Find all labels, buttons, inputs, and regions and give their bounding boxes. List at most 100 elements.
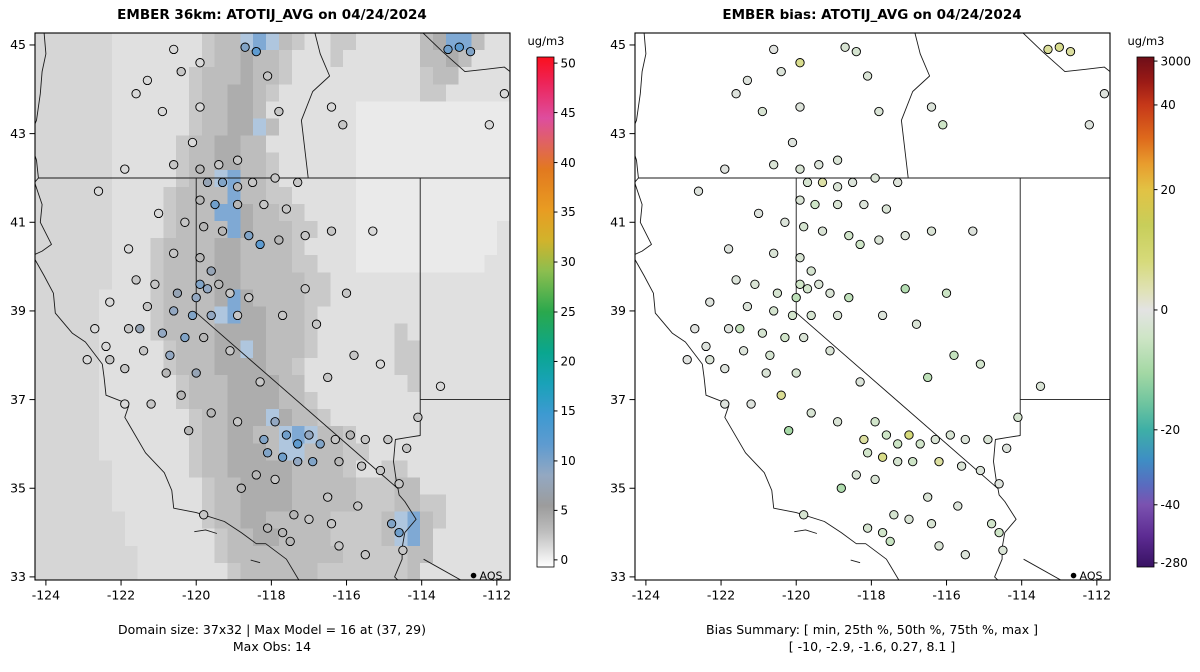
raster-cell [73, 391, 87, 410]
raster-cell [278, 562, 293, 580]
raster-cell [227, 118, 241, 136]
raster-cell [266, 272, 280, 290]
raster-cell [471, 255, 485, 273]
observation-point [776, 66, 786, 77]
raster-cell [99, 152, 113, 171]
x-tick-label: -112 [1083, 588, 1111, 603]
raster-cell [381, 152, 395, 171]
observation-point [757, 106, 768, 117]
observation-point [202, 177, 213, 188]
raster-cell [394, 306, 408, 324]
raster-cell [47, 67, 62, 85]
raster-cell [343, 306, 357, 324]
observation-point [232, 182, 243, 192]
observation-point [191, 292, 201, 303]
raster-cell [124, 152, 139, 171]
raster-cell [407, 545, 421, 564]
raster-cell [291, 357, 305, 376]
raster-cell [471, 374, 485, 393]
raster-cell [35, 84, 49, 102]
raster-cell [407, 50, 421, 68]
raster-cell [407, 374, 421, 393]
raster-cell [163, 460, 177, 478]
observation-point [832, 182, 843, 192]
raster-cell [484, 391, 498, 410]
observation-point [199, 332, 209, 343]
raster-cell [99, 135, 113, 153]
raster-cell [60, 238, 74, 256]
raster-cell [73, 494, 87, 512]
raster-cell [445, 186, 459, 205]
raster-cell [291, 152, 305, 171]
raster-cell [35, 135, 49, 153]
raster-cell [497, 391, 510, 410]
raster-cell [368, 306, 382, 324]
raster-cell [253, 511, 267, 530]
raster-cell [86, 152, 100, 171]
raster-cell [253, 67, 267, 85]
raster-cell [381, 374, 395, 393]
raster-cell [35, 221, 49, 239]
raster-cell [330, 409, 344, 427]
raster-cell [227, 494, 241, 512]
raster-cell [407, 357, 421, 376]
raster-cell [458, 357, 472, 376]
raster-cell [394, 101, 408, 119]
raster-cell [381, 357, 395, 376]
raster-cell [266, 255, 280, 273]
raster-cell [137, 118, 151, 136]
raster-cell [189, 221, 203, 239]
observation-point [994, 527, 1004, 538]
raster-cell [407, 255, 421, 273]
observation-point [270, 417, 280, 427]
observation-point [787, 137, 798, 148]
observation-point [326, 226, 337, 236]
raster-cell [343, 152, 357, 171]
raster-cell [266, 33, 280, 51]
raster-cell [343, 511, 357, 530]
raster-cell [291, 289, 305, 307]
raster-cell [471, 135, 485, 153]
raster-cell [497, 118, 510, 136]
observation-point [817, 177, 828, 188]
raster-cell [189, 391, 203, 410]
observation-point [983, 434, 993, 445]
raster-cell [484, 426, 498, 444]
raster-cell [60, 323, 74, 342]
raster-cell [381, 84, 395, 102]
plot-border [634, 32, 1111, 581]
outline-island2 [250, 559, 261, 564]
raster-cell [317, 84, 331, 102]
observation-point [499, 89, 510, 99]
raster-cell [381, 101, 395, 119]
observation-point [945, 430, 955, 440]
raster-cell [330, 67, 344, 85]
raster-cell [163, 374, 177, 393]
raster-cell [420, 340, 434, 359]
raster-cell [317, 528, 331, 547]
observation-point [345, 430, 355, 440]
observation-point [146, 399, 156, 409]
raster-cell [201, 391, 216, 410]
raster-cell [484, 323, 498, 342]
raster-cell [47, 169, 62, 188]
observation-point [165, 350, 175, 360]
raster-cell [407, 460, 421, 478]
observation-point [1065, 46, 1076, 57]
raster-cell [420, 118, 434, 136]
raster-cell [137, 511, 151, 530]
observation-point [326, 519, 337, 529]
raster-cell [73, 152, 87, 171]
raster-cell [124, 135, 139, 153]
raster-cell [214, 84, 228, 102]
raster-cell [278, 272, 293, 290]
raster-cell [35, 477, 49, 495]
raster-cell [407, 84, 421, 102]
raster-cell [163, 562, 177, 580]
raster-cell [47, 152, 62, 171]
raster-cell [278, 67, 293, 85]
raster-cell [330, 238, 344, 256]
observation-point [217, 226, 228, 236]
raster-cell [420, 169, 434, 188]
raster-cell [394, 323, 408, 342]
